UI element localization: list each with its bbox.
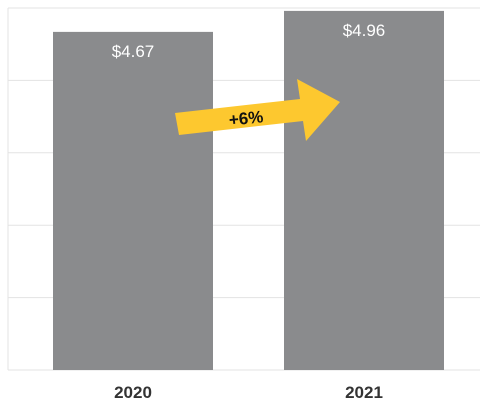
x-tick-label: 2021 [345, 383, 383, 402]
bar-value-labels: $4.67 $4.96 [112, 21, 386, 61]
growth-arrow [175, 79, 340, 141]
bar-2020 [53, 31, 213, 371]
bar-2021 [284, 10, 444, 371]
growth-label: +6% [228, 107, 264, 130]
growth-annotation: +6% [175, 79, 340, 141]
bar-value-label: $4.96 [343, 21, 386, 40]
x-tick-label: 2020 [114, 383, 152, 402]
x-axis-labels: 2020 2021 [114, 383, 383, 402]
bar-value-label: $4.67 [112, 42, 155, 61]
bars [53, 10, 444, 371]
